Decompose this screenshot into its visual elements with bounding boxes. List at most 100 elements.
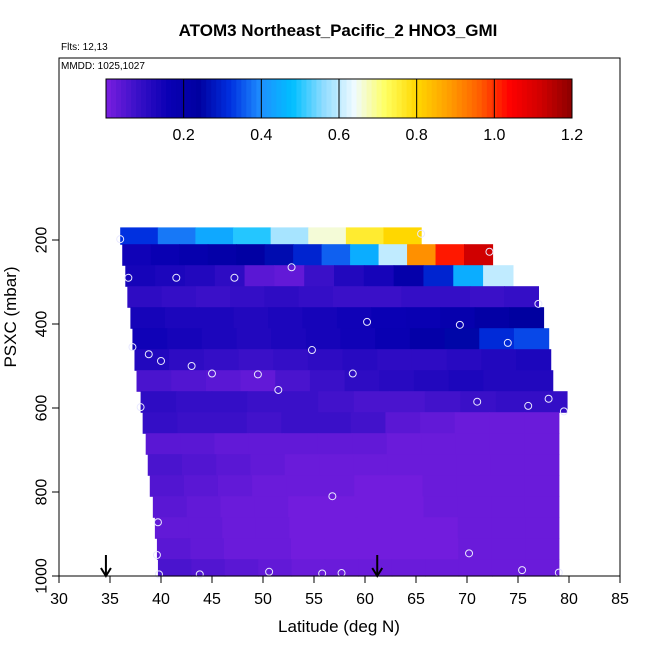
- colorbar-segment: [381, 79, 388, 118]
- x-axis-label: Latitude (deg N): [278, 617, 400, 636]
- colorbar-segment: [341, 79, 348, 118]
- heatmap-cell: [357, 538, 392, 560]
- colorbar-segment: [501, 79, 508, 118]
- colorbar-segment: [251, 79, 257, 118]
- heatmap-cell: [358, 559, 393, 577]
- heatmap-cell: [308, 227, 347, 245]
- y-tick-label: 800: [34, 479, 51, 506]
- heatmap-cell: [525, 538, 560, 560]
- heatmap-cell: [350, 412, 386, 434]
- heatmap-cell: [302, 307, 338, 329]
- heatmap-cell: [389, 496, 425, 518]
- colorbar-segment: [196, 79, 202, 118]
- heatmap-cell: [207, 244, 237, 266]
- heatmap-cell: [446, 349, 482, 371]
- observation-point: [208, 369, 216, 378]
- colorbar-segment: [121, 79, 127, 118]
- heatmap-cell: [291, 559, 326, 577]
- colorbar-segment: [351, 79, 358, 118]
- colorbar-segment: [131, 79, 137, 118]
- colorbar-segment: [201, 79, 207, 118]
- heatmap-cell: [284, 454, 320, 476]
- heatmap-cell: [367, 286, 402, 308]
- x-tick-label: 30: [50, 591, 68, 608]
- colorbar-tick-label: 0.8: [406, 127, 428, 144]
- colorbar-segment: [331, 79, 337, 118]
- heatmap-cell: [255, 517, 291, 539]
- x-tick-label: 70: [458, 591, 476, 608]
- observation-point: [124, 273, 133, 282]
- heatmap-cell: [385, 412, 421, 434]
- heatmap-cell: [317, 433, 353, 455]
- colorbar-segment: [146, 79, 152, 118]
- observation-point: [363, 317, 372, 326]
- heatmap-cell: [273, 349, 309, 371]
- colorbar-tick-label: 0.2: [173, 127, 195, 144]
- observation-point: [559, 407, 568, 416]
- heatmap-cell: [281, 412, 317, 434]
- colorbar-segment: [231, 79, 237, 118]
- heatmap-cell: [377, 349, 413, 371]
- colorbar-segment: [471, 79, 478, 118]
- heatmap-cell: [184, 265, 216, 287]
- heatmap-cell: [355, 496, 391, 518]
- heatmap-cell: [152, 496, 188, 518]
- colorbar-segment: [451, 79, 458, 118]
- colorbar-segment: [396, 79, 403, 118]
- heatmap-cell: [489, 433, 525, 455]
- colorbar-tick-label: 1.2: [561, 127, 583, 144]
- heatmap-cell: [490, 454, 526, 476]
- observation-point: [253, 370, 262, 379]
- observation-point: [274, 385, 283, 394]
- heatmap-cell: [293, 244, 323, 266]
- heatmap-cell: [491, 559, 526, 577]
- observation-point: [337, 569, 346, 578]
- heatmap-cell: [254, 496, 289, 518]
- colorbar-segment: [116, 79, 122, 118]
- heatmap-cell: [391, 538, 426, 560]
- observation-point: [144, 350, 153, 359]
- heatmap-cell: [275, 370, 311, 392]
- colorbar-segment: [401, 79, 408, 118]
- colorbar-segment: [361, 79, 368, 118]
- heatmap-cell: [515, 349, 552, 371]
- heatmap-cell: [456, 454, 491, 476]
- heatmap-cell: [422, 475, 458, 497]
- colorbar-segment: [416, 79, 423, 118]
- observation-point: [503, 338, 512, 347]
- colorbar-tick-label: 0.6: [328, 127, 350, 144]
- heatmap-cell: [248, 433, 284, 455]
- heatmap-cell: [149, 475, 185, 497]
- colorbar-segment: [436, 79, 443, 118]
- heatmap-cell: [489, 412, 525, 434]
- x-tick-label: 55: [305, 591, 323, 608]
- colorbar-segment: [151, 79, 157, 118]
- observation-point: [348, 369, 357, 378]
- observation-point: [230, 273, 239, 282]
- heatmap-cell: [132, 328, 168, 350]
- heatmap-cell: [525, 559, 560, 577]
- heatmap-cell: [205, 370, 242, 392]
- colorbar-segment: [126, 79, 132, 118]
- heatmap-cell: [264, 244, 294, 266]
- colorbar-segment: [226, 79, 232, 118]
- heatmap-cell: [319, 454, 354, 476]
- colorbar-segment: [301, 79, 307, 118]
- heatmap-cell: [424, 538, 459, 560]
- heatmap-cell: [407, 244, 437, 266]
- colorbar-segment: [166, 79, 172, 118]
- heatmap-cell: [458, 559, 493, 577]
- heatmap-cell: [222, 517, 257, 539]
- heatmap-cell: [356, 517, 392, 539]
- heatmap-cell: [223, 538, 258, 560]
- heatmap-cell: [490, 475, 526, 497]
- heatmap-cell: [391, 559, 426, 577]
- heatmap-cell: [353, 454, 389, 476]
- heatmap-cell: [481, 349, 517, 371]
- heatmap-cell: [388, 475, 424, 497]
- heatmap-cell: [334, 265, 365, 287]
- heatmap-cell: [342, 349, 378, 371]
- colorbar-segment: [326, 79, 332, 118]
- heatmap-cell: [181, 454, 217, 476]
- heatmap-cell: [233, 307, 269, 329]
